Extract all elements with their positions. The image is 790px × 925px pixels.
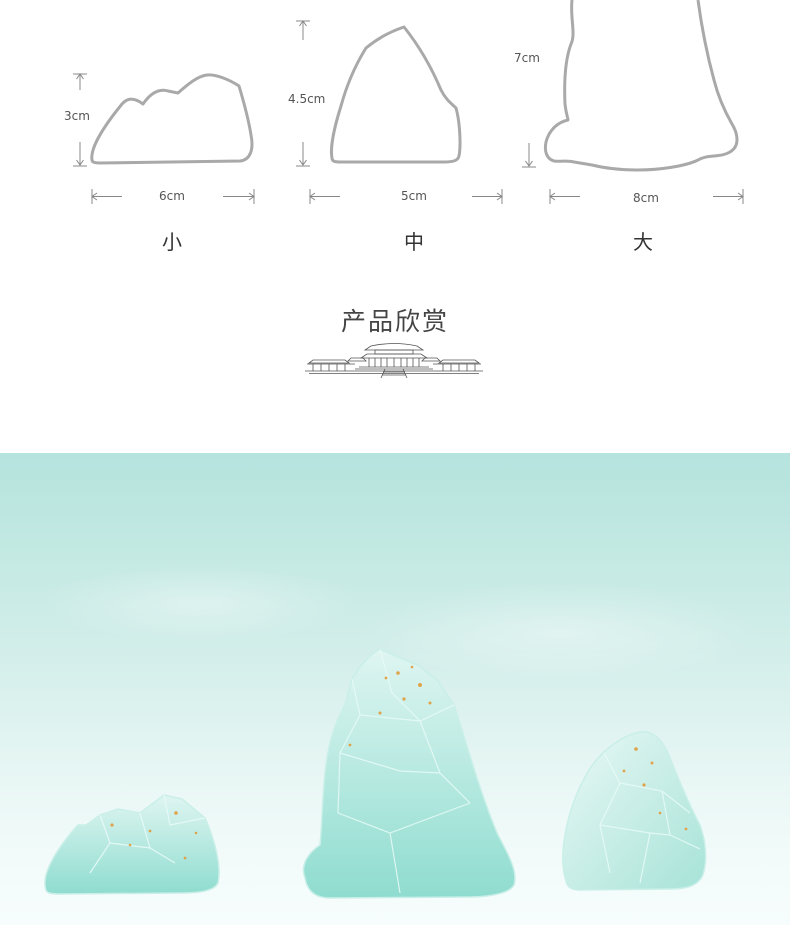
medium-width-arrow — [309, 189, 503, 204]
section-title: 产品欣赏 — [340, 307, 449, 336]
small-size-name: 小 — [162, 230, 182, 254]
medium-size-name: 中 — [404, 230, 424, 254]
large-mountain-outline — [543, 0, 739, 172]
size-diagram: 3cm 4.5cm 7cm 6cm 5cm 8cm 小 中 大 — [0, 0, 790, 260]
crystal-mountains-illustration — [40, 563, 760, 899]
large-width-label: 8cm — [633, 191, 659, 205]
small-height-label: 3cm — [64, 109, 90, 123]
medium-height-label: 4.5cm — [288, 92, 326, 106]
product-photo — [0, 453, 790, 925]
small-height-arrow — [73, 73, 87, 167]
small-width-label: 6cm — [159, 189, 185, 203]
large-width-arrow — [549, 189, 744, 204]
small-crystal-mountain — [44, 794, 220, 895]
medium-mountain-outline — [330, 25, 462, 164]
small-width-arrow — [91, 189, 255, 204]
large-size-name: 大 — [633, 230, 653, 254]
large-height-arrow — [522, 143, 536, 168]
large-crystal-mountain — [562, 731, 707, 891]
large-height-label: 7cm — [514, 51, 540, 65]
medium-crystal-mountain — [302, 648, 516, 899]
medium-width-label: 5cm — [401, 189, 427, 203]
palace-illustration — [305, 343, 483, 379]
medium-height-arrow — [296, 20, 310, 167]
small-mountain-outline — [90, 73, 254, 165]
size-outlines — [73, 0, 744, 204]
